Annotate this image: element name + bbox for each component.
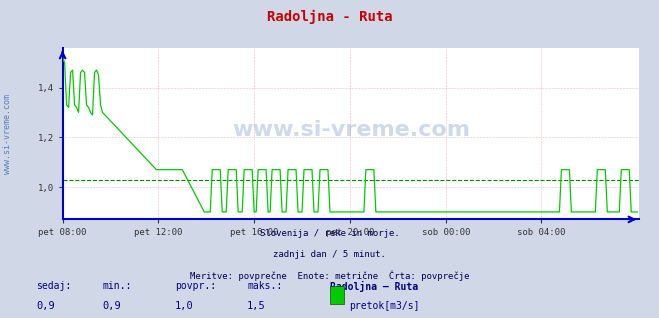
Text: 0,9: 0,9 bbox=[36, 301, 55, 310]
Text: povpr.:: povpr.: bbox=[175, 281, 215, 291]
Text: Radoljna - Ruta: Radoljna - Ruta bbox=[267, 10, 392, 24]
Text: pretok[m3/s]: pretok[m3/s] bbox=[349, 301, 420, 310]
Text: 1,5: 1,5 bbox=[247, 301, 266, 310]
Text: Slovenija / reke in morje.: Slovenija / reke in morje. bbox=[260, 229, 399, 238]
Text: 1,0: 1,0 bbox=[175, 301, 193, 310]
Text: min.:: min.: bbox=[102, 281, 132, 291]
Text: sedaj:: sedaj: bbox=[36, 281, 71, 291]
Text: Radoljna – Ruta: Radoljna – Ruta bbox=[330, 281, 418, 293]
Text: maks.:: maks.: bbox=[247, 281, 282, 291]
Text: www.si-vreme.com: www.si-vreme.com bbox=[3, 93, 13, 174]
Text: zadnji dan / 5 minut.: zadnji dan / 5 minut. bbox=[273, 250, 386, 259]
Text: Meritve: povprečne  Enote: metrične  Črta: povprečje: Meritve: povprečne Enote: metrične Črta:… bbox=[190, 270, 469, 281]
Text: www.si-vreme.com: www.si-vreme.com bbox=[232, 120, 470, 140]
Text: 0,9: 0,9 bbox=[102, 301, 121, 310]
